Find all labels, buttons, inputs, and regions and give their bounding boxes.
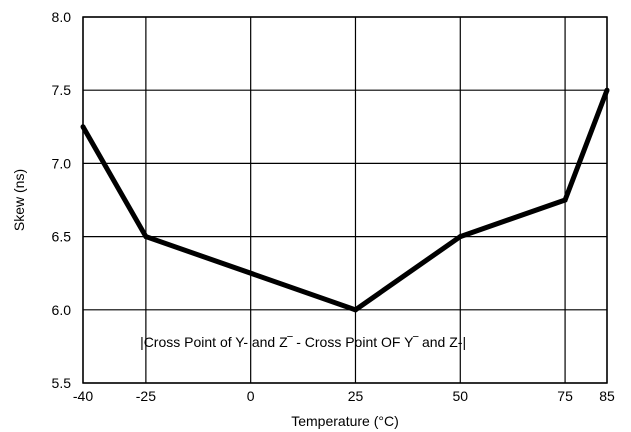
chart-annotation: |Cross Point of Y- and Z‾ - Cross Point …: [140, 334, 466, 350]
data-point: [143, 234, 149, 240]
data-points: [80, 87, 610, 313]
x-tick-label: 75: [557, 388, 573, 404]
x-tick-label: 50: [452, 388, 468, 404]
x-tick-label: 25: [348, 388, 364, 404]
data-point: [80, 124, 86, 130]
y-tick-label: 8.0: [52, 9, 72, 25]
x-tick-label: 0: [247, 388, 255, 404]
x-axis-tick-labels: -40 -25 0 25 50 75 85: [73, 388, 615, 404]
x-tick-label: 85: [599, 388, 615, 404]
grid-lines: [82, 16, 608, 384]
y-axis-tick-labels: 5.5 6.0 6.5 7.0 7.5 8.0: [52, 9, 72, 391]
plot-area-frame: [82, 16, 608, 384]
data-point: [604, 87, 610, 93]
x-tick-label: -40: [73, 388, 93, 404]
y-tick-label: 6.5: [52, 229, 72, 245]
x-tick-label: -25: [136, 388, 156, 404]
y-axis-label: Skew (ns): [11, 169, 27, 231]
y-tick-label: 7.5: [52, 82, 72, 98]
y-tick-label: 7.0: [52, 155, 72, 171]
data-point: [457, 234, 463, 240]
x-axis-label: Temperature (°C): [291, 413, 399, 429]
data-point: [352, 307, 358, 313]
y-tick-label: 6.0: [52, 302, 72, 318]
data-point: [562, 197, 568, 203]
series-line: [80, 89, 610, 313]
y-tick-label: 5.5: [52, 375, 72, 391]
